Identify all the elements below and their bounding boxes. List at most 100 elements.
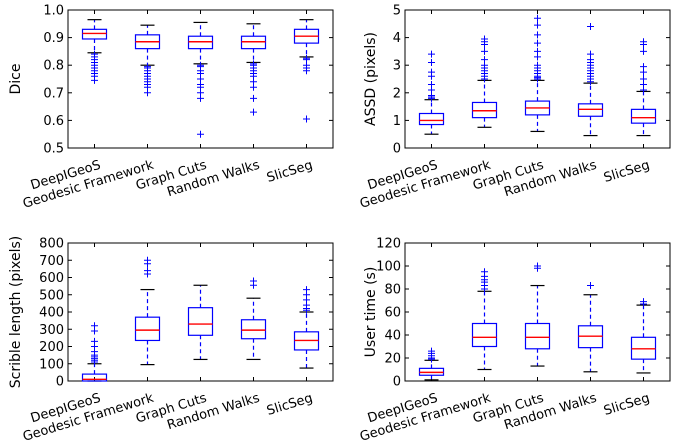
outlier-marker xyxy=(640,75,647,83)
outlier-marker xyxy=(428,81,435,89)
iqr-box xyxy=(630,108,657,124)
iqr-box xyxy=(418,112,445,126)
y-tick-label: 20 xyxy=(384,352,401,367)
y-tick-label: 120 xyxy=(376,237,401,252)
y-axis-label: ASSD (pixels) xyxy=(363,32,379,126)
box-4 xyxy=(240,10,267,148)
box-3 xyxy=(524,10,551,148)
y-tick-label: 4 xyxy=(393,31,401,46)
outlier-marker xyxy=(250,277,257,285)
y-tick-label: 100 xyxy=(376,260,401,275)
outlier-marker xyxy=(428,347,435,355)
iqr-box xyxy=(134,316,161,342)
outlier-marker xyxy=(428,68,435,76)
y-tick-label: 0 xyxy=(393,142,401,157)
y-tick-label: 300 xyxy=(39,323,64,338)
y-tick-label: 700 xyxy=(39,254,64,269)
box-2 xyxy=(471,243,498,381)
outlier-marker xyxy=(587,282,594,290)
box-3 xyxy=(187,10,214,148)
outlier-marker xyxy=(481,268,488,276)
box-1 xyxy=(81,243,108,382)
y-tick-label: 2 xyxy=(393,86,401,101)
outlier-marker xyxy=(250,83,257,91)
box-5 xyxy=(630,10,657,148)
category-label: SlicSeg xyxy=(265,391,314,419)
outlier-marker xyxy=(534,39,541,47)
y-tick-label: 0.8 xyxy=(43,59,64,74)
outlier-marker xyxy=(197,94,204,102)
y-tick-label: 100 xyxy=(39,357,64,372)
box-3 xyxy=(524,243,551,381)
outlier-marker xyxy=(640,47,647,55)
y-tick-label: 0.9 xyxy=(43,31,64,46)
y-tick-label: 200 xyxy=(39,340,64,355)
y-tick-label: 40 xyxy=(384,329,401,344)
outlier-marker xyxy=(640,63,647,71)
outlier-marker xyxy=(534,31,541,39)
outlier-marker xyxy=(303,286,310,294)
y-tick-label: 60 xyxy=(384,306,401,321)
y-tick-label: 0 xyxy=(56,375,64,390)
box-1 xyxy=(81,10,108,148)
iqr-box xyxy=(524,322,551,350)
y-tick-label: 1 xyxy=(393,114,401,129)
outlier-marker xyxy=(197,130,204,138)
y-tick-label: 0.5 xyxy=(43,142,64,157)
y-tick-label: 80 xyxy=(384,283,401,298)
outlier-marker xyxy=(144,89,151,97)
y-axis-label: Scrible length (pixels) xyxy=(8,236,24,389)
outlier-marker xyxy=(428,50,435,58)
y-tick-label: 500 xyxy=(39,288,64,303)
outlier-marker xyxy=(91,322,98,330)
box-1 xyxy=(418,243,445,381)
outlier-marker xyxy=(91,76,98,84)
box-1 xyxy=(418,10,445,148)
iqr-box xyxy=(240,319,267,340)
box-3 xyxy=(187,243,214,381)
box-5 xyxy=(293,10,320,148)
category-label: SlicSeg xyxy=(602,391,651,419)
outlier-marker xyxy=(481,35,488,43)
box-2 xyxy=(471,10,498,148)
outlier-marker xyxy=(303,67,310,75)
outlier-marker xyxy=(481,56,488,64)
y-tick-label: 0.6 xyxy=(43,114,64,129)
outlier-marker xyxy=(640,38,647,46)
y-tick-label: 5 xyxy=(393,4,401,19)
outlier-marker xyxy=(481,47,488,55)
y-tick-label: 0 xyxy=(393,375,401,390)
iqr-box xyxy=(471,322,498,348)
chart-panel-1: 0.50.60.70.80.91.0DiceDeepIGeoSGeodesic … xyxy=(8,4,334,212)
plot-frame xyxy=(67,242,334,382)
y-tick-label: 400 xyxy=(39,306,64,321)
chart-panel-3: 0 100 200 300 400 500 600 700 800 Scrible length … xyxy=(8,236,334,445)
outlier-marker xyxy=(428,58,435,66)
outlier-marker xyxy=(534,262,541,270)
outlier-marker xyxy=(587,23,594,31)
box-4 xyxy=(577,243,604,381)
category-label: SlicSeg xyxy=(602,158,651,186)
outlier-marker xyxy=(250,108,257,116)
y-tick-label: 1.0 xyxy=(43,4,64,19)
outlier-marker xyxy=(534,61,541,69)
y-tick-label: 600 xyxy=(39,271,64,286)
box-4 xyxy=(240,243,267,381)
outlier-marker xyxy=(91,337,98,345)
outlier-marker xyxy=(534,47,541,55)
y-tick-label: 0.7 xyxy=(43,86,64,101)
iqr-box xyxy=(81,373,108,382)
box-5 xyxy=(630,243,657,381)
outlier-marker xyxy=(587,50,594,58)
outlier-marker xyxy=(144,256,151,264)
box-5 xyxy=(293,243,320,381)
outlier-marker xyxy=(534,21,541,29)
outlier-marker xyxy=(303,115,310,123)
outlier-marker xyxy=(144,267,151,275)
outlier-marker xyxy=(534,14,541,22)
y-axis-label: Dice xyxy=(8,64,24,95)
box-2 xyxy=(134,10,161,148)
